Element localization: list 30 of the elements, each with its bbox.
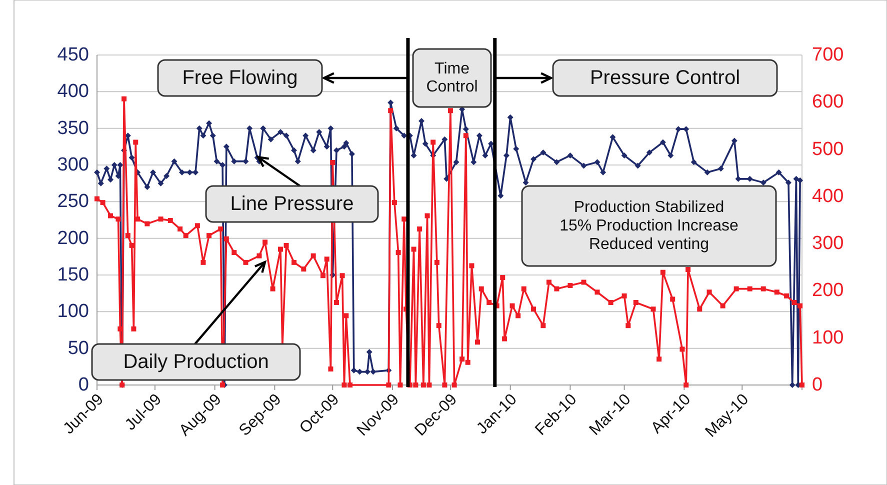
y2-tick-label: 300	[812, 233, 844, 254]
y2-tick-label: 500	[812, 138, 844, 160]
y-tick-label: 150	[57, 264, 89, 286]
y-tick-label: 0	[78, 374, 89, 396]
callout-box: Pressure Control	[552, 59, 778, 97]
callout-box: Daily Production	[91, 343, 301, 381]
y-tick-label: 400	[57, 81, 89, 102]
y-tick-label: 50	[68, 338, 89, 359]
y-tick-label: 100	[57, 301, 89, 322]
y2-tick-label: 400	[812, 186, 844, 207]
y-tick-label: 300	[57, 154, 89, 176]
annotation: Free Flowing	[182, 67, 298, 89]
y-tick-label: 450	[57, 44, 89, 66]
callout-box: Free Flowing	[157, 59, 323, 97]
annotation: Production Stabilized 15% Production Increase Reduced venting	[560, 199, 738, 253]
series-label: Daily Production	[123, 351, 269, 373]
annotation: Time Control	[426, 60, 478, 96]
y2-tick-label: 100	[812, 327, 844, 348]
annotation: Pressure Control	[590, 67, 740, 89]
callout-box: Line Pressure	[205, 185, 379, 223]
callout-box: Time Control	[412, 48, 492, 108]
y2-tick-label: 200	[812, 280, 844, 302]
y2-tick-label: 0	[812, 374, 823, 396]
y-tick-label: 350	[57, 118, 89, 139]
y-tick-label: 250	[57, 191, 89, 212]
y2-tick-label: 700	[812, 44, 844, 66]
y2-tick-label: 600	[812, 92, 844, 113]
series-label: Line Pressure	[230, 193, 354, 215]
callout-box: Production Stabilized 15% Production Increase Reduced venting	[521, 185, 777, 267]
y-tick-label: 200	[57, 228, 89, 249]
